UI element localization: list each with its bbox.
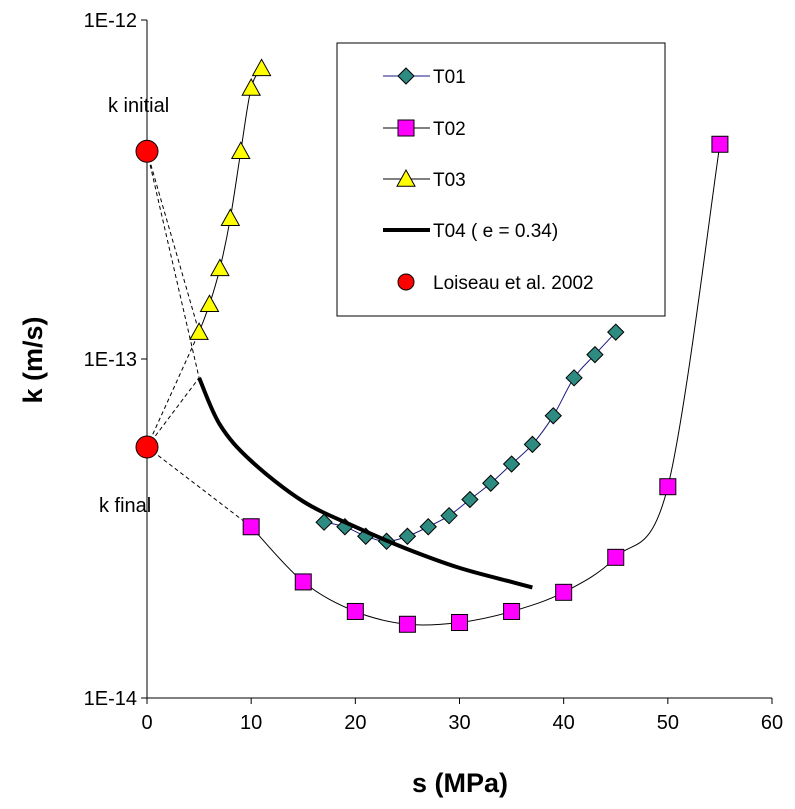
annotation-k-final: k final [99,495,151,517]
x-tick-label: 20 [344,712,366,734]
data-point [189,322,209,340]
x-tick-label: 0 [141,712,152,734]
annotation-k-initial: k initial [108,95,169,117]
x-tick-label: 40 [553,712,575,734]
data-point [555,583,573,601]
y-tick-label: 1E-14 [84,688,137,710]
legend-swatch [397,119,415,137]
x-tick-label: 30 [448,712,470,734]
data-point [502,455,521,473]
legend: T01 T02 T03 T04 ( e = 0.34) Loiseau et al. 2… [336,42,666,317]
data-point [251,58,272,77]
series-t04 [197,376,533,590]
y-axis-title: k (m/s) [18,316,48,403]
dashed-connector [146,377,200,448]
series-t02 [242,135,729,633]
series [135,58,729,633]
legend-item: T03 [383,168,466,191]
dashed-connector [146,446,252,528]
legend-swatch [396,168,416,187]
data-point [419,518,437,536]
data-point [346,602,364,620]
dashed-connector [146,151,200,378]
dashed-connector [146,151,200,333]
data-point [199,294,220,312]
data-point [711,135,729,153]
x-tick-label: 50 [657,712,679,734]
x-axis-title: s (MPa) [412,768,508,798]
series-line [197,376,533,590]
data-point [607,548,625,566]
data-point [482,474,500,492]
dashed-connector [146,331,200,448]
legend-swatch [397,273,415,291]
legend-label: T03 [433,170,466,191]
data-point [440,506,458,525]
data-point [565,369,583,387]
legend-item: T04 ( e = 0.34) [383,221,558,242]
y-tick-label: 1E-13 [84,349,137,371]
data-point [523,435,542,454]
data-point [461,490,479,509]
legend-label: T02 [433,119,466,140]
data-point [503,602,521,620]
legend-item: Loiseau et al. 2002 [397,273,594,294]
y-tick-label: 1E-12 [84,10,137,32]
connector-lines [146,151,252,528]
data-point [242,518,260,536]
data-point [607,323,625,341]
data-point [586,345,604,364]
series-loiseau [135,139,159,459]
data-point [294,573,312,591]
legend-item: T02 [383,119,466,140]
legend-swatch [397,67,415,85]
x-tick-label: 10 [240,712,262,734]
x-tick-label: 60 [761,712,783,734]
axes: 0 10 20 30 40 50 60 1E-14 1E-13 1E-12 [84,10,784,734]
legend-item: T01 [383,67,466,88]
legend-label: T01 [433,67,466,88]
data-point [398,615,416,633]
data-point [230,141,251,159]
data-point [398,527,417,545]
data-point [544,407,562,425]
data-point [659,478,677,496]
data-point [135,139,159,163]
data-point [210,258,230,277]
data-point [315,513,333,531]
data-point [220,208,241,227]
series-t03 [189,58,272,340]
data-point [241,77,262,96]
data-point [451,613,468,631]
legend-label: Loiseau et al. 2002 [433,273,594,294]
legend-label: T04 ( e = 0.34) [433,221,558,242]
data-point [135,435,159,459]
